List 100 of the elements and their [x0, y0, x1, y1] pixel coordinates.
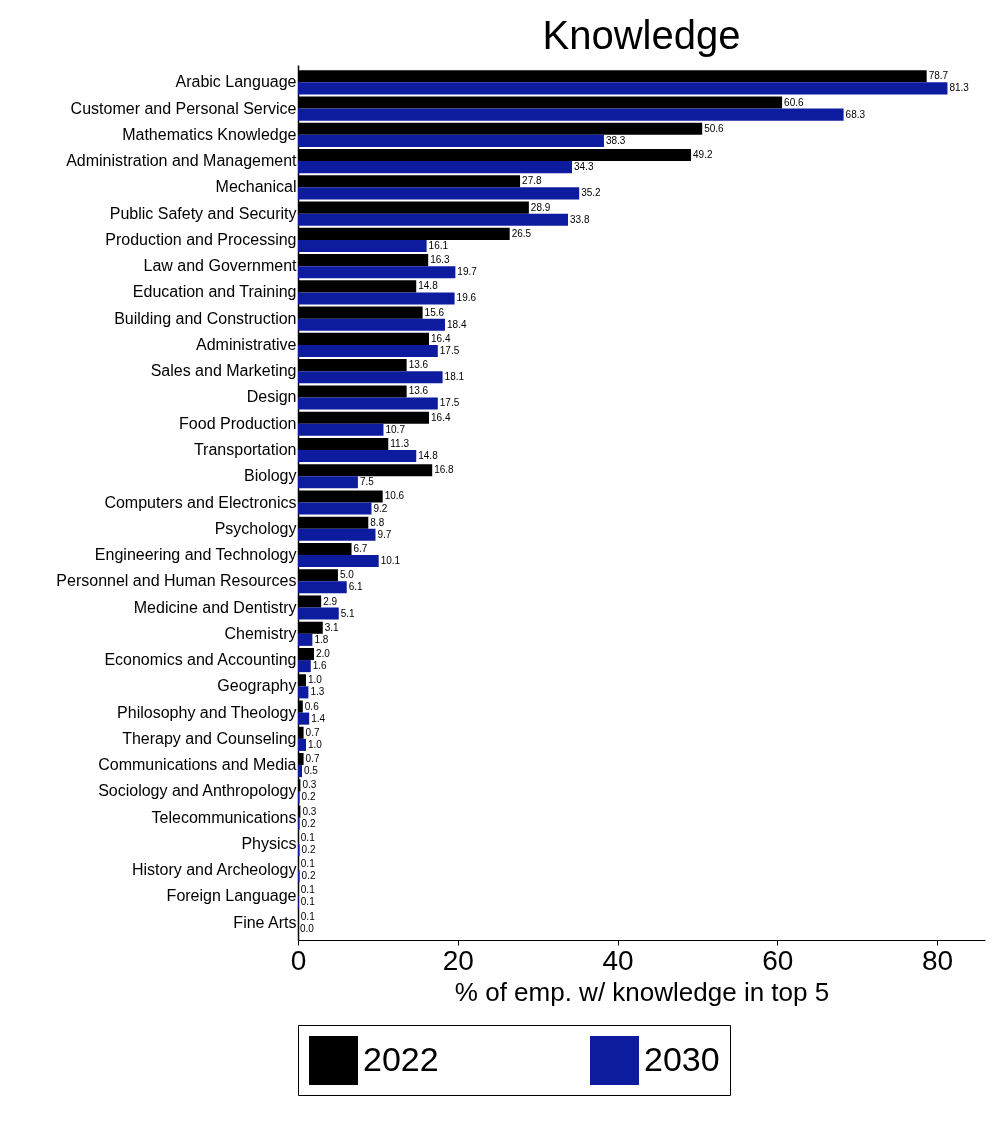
data-label: 49.2 [693, 149, 713, 161]
x-tick-label: 20 [442, 944, 474, 976]
bar [298, 502, 372, 515]
y-tick-label: Production and Processing [105, 230, 297, 248]
data-label: 50.6 [704, 122, 725, 134]
data-label: 5.1 [340, 607, 356, 619]
bar [298, 239, 427, 252]
x-tick-label: 80 [921, 944, 954, 976]
data-label: 3.1 [324, 621, 340, 633]
data-label: 13.6 [408, 385, 429, 397]
data-label: 35.2 [581, 187, 602, 199]
y-tick-label: Mechanical [215, 178, 297, 196]
y-tick-label: Education and Training [132, 283, 297, 301]
data-label: 1.8 [314, 633, 329, 645]
bar [298, 423, 384, 436]
data-label: 17.5 [439, 397, 460, 409]
data-label: 2.9 [323, 595, 338, 607]
data-label: 0.6 [304, 700, 320, 712]
data-label: 16.4 [431, 332, 451, 344]
y-tick-label: Economics and Accounting [104, 651, 297, 669]
data-label: 78.7 [928, 70, 949, 82]
data-label: 0.3 [302, 779, 317, 791]
data-label: 13.6 [408, 359, 429, 371]
data-label: 0.2 [301, 843, 316, 855]
bar [298, 765, 302, 778]
bar [298, 213, 569, 226]
legend-label: 2030 [644, 1039, 720, 1078]
data-label: 0.1 [300, 896, 316, 908]
bar [298, 449, 417, 463]
data-label: 28.9 [530, 201, 551, 213]
data-label: 0.7 [305, 726, 320, 738]
data-label: 1.0 [307, 674, 323, 686]
data-label: 0.2 [301, 817, 316, 829]
bar [298, 555, 379, 568]
data-label: 81.3 [949, 82, 970, 94]
data-label: 0.1 [300, 858, 316, 870]
y-tick-label: Design [246, 388, 297, 406]
y-tick-label: Psychology [214, 519, 297, 537]
data-label: 7.5 [359, 476, 375, 488]
data-label: 60.6 [784, 96, 804, 108]
bar [298, 660, 311, 673]
data-label: 1.3 [310, 686, 325, 698]
data-label: 26.5 [511, 227, 532, 239]
bar [298, 633, 313, 646]
bar [298, 581, 347, 594]
data-label: 5.0 [339, 569, 355, 581]
y-tick-label: Mathematics Knowledge [122, 125, 297, 143]
bar [298, 134, 604, 147]
y-tick-label: Therapy and Counseling [122, 729, 297, 747]
data-label: 18.1 [444, 371, 465, 383]
data-label: 9.7 [377, 528, 392, 540]
data-label: 18.4 [446, 318, 467, 330]
y-tick-label: History and Archeology [131, 861, 297, 879]
data-label: 0.2 [301, 791, 316, 803]
y-tick-label: Building and Construction [114, 309, 297, 327]
x-axis-title: % of emp. w/ knowledge in top 5 [454, 976, 830, 1007]
data-label: 0.1 [300, 910, 316, 922]
bar [298, 108, 844, 121]
bar [298, 344, 438, 358]
data-label: 0.7 [305, 753, 320, 765]
data-label: 1.6 [312, 660, 328, 672]
y-tick-label: Customer and Personal Service [70, 99, 297, 117]
data-label: 0.5 [303, 765, 319, 777]
data-label: 6.7 [353, 542, 368, 554]
data-label: 16.1 [428, 239, 449, 251]
data-label: 33.8 [570, 213, 590, 225]
y-tick-label: Transportation [193, 440, 297, 458]
data-label: 0.2 [301, 870, 316, 882]
bar [298, 528, 376, 541]
data-label: 0.1 [300, 884, 316, 896]
y-tick-label: Engineering and Technology [94, 546, 297, 564]
bar [298, 397, 438, 410]
data-label: 11.3 [390, 437, 410, 449]
data-label: 19.7 [457, 266, 478, 278]
data-label: 1.4 [311, 712, 326, 724]
x-tick-label: 60 [762, 944, 794, 976]
bar [298, 266, 456, 279]
y-tick-label: Arabic Language [175, 73, 297, 91]
chart-title: Knowledge [542, 13, 741, 57]
y-tick-label: Communications and Media [98, 756, 297, 774]
y-tick-label: Philosophy and Theology [117, 703, 297, 721]
data-label: 10.1 [380, 555, 401, 567]
y-tick-label: Medicine and Dentistry [133, 598, 297, 616]
x-tick-label: 0 [290, 944, 307, 976]
y-tick-label: Fine Arts [233, 913, 297, 931]
data-label: 14.8 [418, 450, 439, 462]
bar [298, 607, 339, 620]
data-label: 10.6 [384, 490, 405, 502]
y-tick-label: Sales and Marketing [150, 362, 297, 380]
data-label: 14.8 [418, 280, 439, 292]
data-label: 16.8 [434, 464, 455, 476]
data-label: 19.6 [456, 292, 477, 304]
data-label: 68.3 [845, 108, 866, 120]
bar [298, 187, 580, 200]
y-tick-label: Foreign Language [166, 887, 297, 905]
data-label: 0.1 [300, 831, 316, 843]
data-label: 17.5 [439, 344, 460, 356]
y-tick-label: Computers and Electronics [104, 493, 297, 511]
data-label: 16.4 [431, 411, 451, 423]
data-label: 8.8 [370, 516, 385, 528]
